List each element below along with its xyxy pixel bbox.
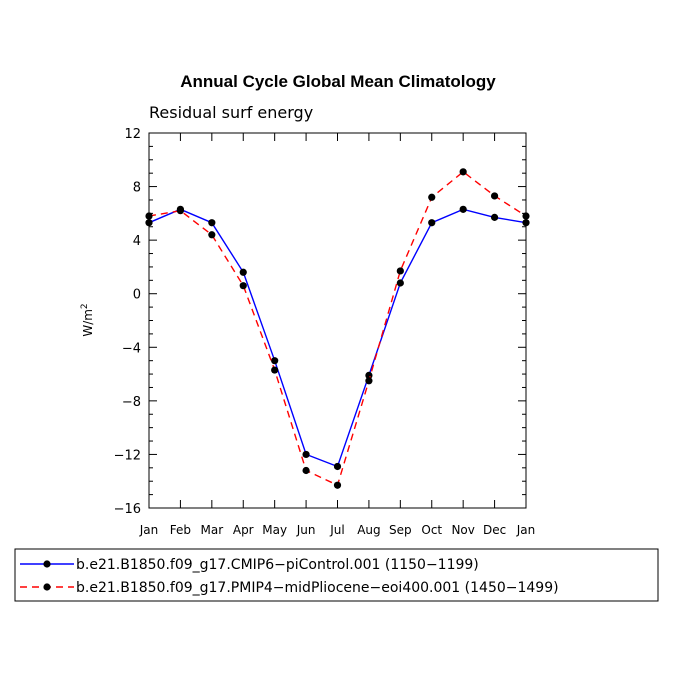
legend: b.e21.B1850.f09_g17.CMIP6−piControl.001 …	[14, 548, 659, 602]
series-layer	[145, 168, 530, 489]
y-tick-label: 0	[133, 288, 141, 303]
data-point	[490, 213, 499, 221]
data-point	[333, 481, 342, 489]
data-point	[302, 466, 310, 475]
data-point	[239, 268, 247, 276]
legend-marker	[43, 583, 51, 591]
data-point	[396, 267, 404, 275]
x-tick-label: May	[262, 523, 287, 537]
legend-marker	[43, 560, 51, 568]
series-1	[145, 205, 530, 471]
axes: 12 8 4 0 −4 −8 −12 −16 Jan Feb Mar Apr May Jun Jul Aug S…	[114, 127, 536, 537]
series-line-1	[148, 208, 527, 468]
legend-entry-2: b.e21.B1850.f09_g17.PMIP4−midPliocene−eo…	[20, 580, 559, 596]
x-tick-label: Oct	[421, 523, 442, 537]
x-tick-label: Apr	[233, 523, 254, 537]
x-tick-label: Nov	[451, 523, 474, 537]
legend-entry-1: b.e21.B1850.f09_g17.CMIP6−piControl.001 …	[20, 557, 479, 573]
x-tick-label: Dec	[483, 523, 506, 537]
series-line-2	[148, 170, 527, 487]
data-point	[302, 450, 310, 459]
legend-label: b.e21.B1850.f09_g17.CMIP6−piControl.001 …	[76, 557, 479, 573]
data-point	[271, 357, 279, 365]
data-point	[145, 219, 153, 227]
data-point	[333, 462, 342, 471]
legend-label: b.e21.B1850.f09_g17.PMIP4−midPliocene−eo…	[76, 580, 559, 596]
y-tick-label: −16	[114, 502, 141, 517]
data-point	[459, 168, 467, 176]
x-tick-label: Mar	[201, 523, 224, 537]
data-point	[428, 219, 436, 227]
x-tick-label: Jan	[516, 523, 536, 537]
x-tick-label: Jan	[139, 523, 159, 537]
data-point	[176, 207, 185, 215]
y-tick-label: 4	[133, 234, 141, 249]
y-tick-label: −12	[114, 448, 141, 463]
plot-frame	[148, 132, 527, 509]
y-tick-label: 8	[133, 181, 141, 196]
data-point	[459, 205, 467, 213]
data-point	[522, 212, 530, 220]
y-tick-label: −8	[122, 395, 141, 410]
y-axis-label: W/m2	[80, 303, 95, 336]
x-tick-label: Feb	[170, 523, 191, 537]
x-tick-label: Jun	[296, 523, 316, 537]
data-point	[145, 212, 153, 220]
series-2	[145, 168, 530, 489]
data-point	[490, 192, 499, 200]
data-point	[239, 282, 247, 290]
data-point	[522, 219, 530, 227]
x-tick-label: Jul	[329, 523, 344, 537]
data-point	[365, 377, 373, 385]
data-point	[208, 219, 216, 227]
chart-subtitle: Residual surf energy	[149, 103, 313, 122]
x-tick-label: Aug	[357, 523, 380, 537]
y-tick-label: 12	[124, 127, 141, 142]
data-point	[396, 279, 404, 287]
legend-box	[14, 548, 659, 602]
data-point	[271, 366, 279, 374]
data-point	[428, 193, 436, 201]
data-point	[365, 371, 373, 380]
y-axis-label-exponent: 2	[80, 303, 90, 309]
y-tick-label: −4	[122, 341, 141, 356]
data-point	[208, 231, 216, 239]
x-tick-label: Sep	[389, 523, 412, 537]
chart-title: Annual Cycle Global Mean Climatology	[180, 72, 496, 91]
y-axis-label-unit: W/m	[81, 309, 95, 337]
